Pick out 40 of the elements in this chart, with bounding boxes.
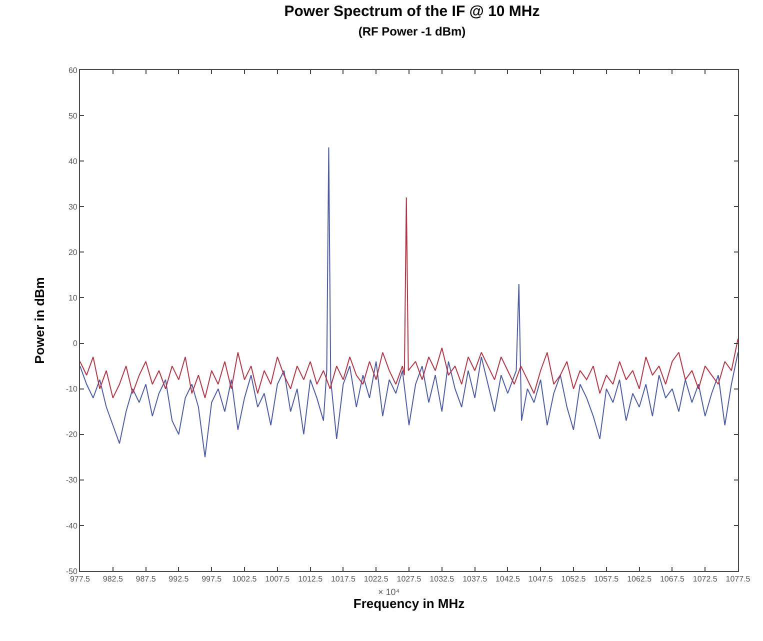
x-tick-label: 1027.5 <box>396 574 422 584</box>
y-tick-label: 20 <box>68 248 78 257</box>
x-tick-label: 1042.5 <box>495 574 520 584</box>
x-tick-label: 1012.5 <box>298 574 324 584</box>
y-tick-label: -50 <box>66 566 78 576</box>
x-tick-label: 1077.5 <box>726 574 751 584</box>
y-tick-label: 60 <box>68 66 78 75</box>
chart-subtitle: (RF Power -1 dBm) <box>358 24 466 39</box>
x-tick-label: 1017.5 <box>330 574 356 584</box>
x-tick-label: 1007.5 <box>265 574 290 584</box>
y-tick-label: -10 <box>66 384 78 394</box>
x-tick-label: 1052.5 <box>561 574 586 584</box>
x-tick-label: 1057.5 <box>594 574 620 584</box>
y-tick-label: 50 <box>68 111 78 120</box>
y-tick-label: 30 <box>68 202 78 212</box>
x-tick-label: 1062.5 <box>627 574 652 584</box>
line-series <box>80 146 738 458</box>
chart-title: Power Spectrum of the IF @ 10 MHz <box>284 3 540 20</box>
x-tick-label: 992.5 <box>168 574 190 584</box>
y-tick-label: -20 <box>66 430 78 440</box>
text: × 10⁴ <box>378 587 400 597</box>
y-axis-title: Power in dBm <box>32 277 47 364</box>
y-tick-label: 40 <box>68 156 78 166</box>
x-tick-label: 1072.5 <box>692 574 718 584</box>
y-tick-label: -30 <box>66 476 78 485</box>
line-series <box>80 197 738 398</box>
x-tick-label: 1002.5 <box>232 574 258 584</box>
x-axis-title: Frequency in MHz <box>353 596 466 612</box>
y-tick-label: 10 <box>68 294 78 303</box>
x-tick-label: 1032.5 <box>430 574 455 584</box>
x-tick-label: 1067.5 <box>660 574 685 584</box>
y-tick-label: -40 <box>66 521 78 530</box>
y-tick-label: 0 <box>72 339 78 348</box>
x-tick-label: 1022.5 <box>364 574 389 584</box>
x-tick-label: 977.5 <box>70 574 91 584</box>
x-tick-label: 1037.5 <box>462 574 488 584</box>
x-tick-label: 997.5 <box>202 574 222 584</box>
x-tick-label: 1047.5 <box>528 574 554 584</box>
x-tick-label: 987.5 <box>136 574 156 584</box>
x-tick-label: 982.5 <box>102 574 124 584</box>
